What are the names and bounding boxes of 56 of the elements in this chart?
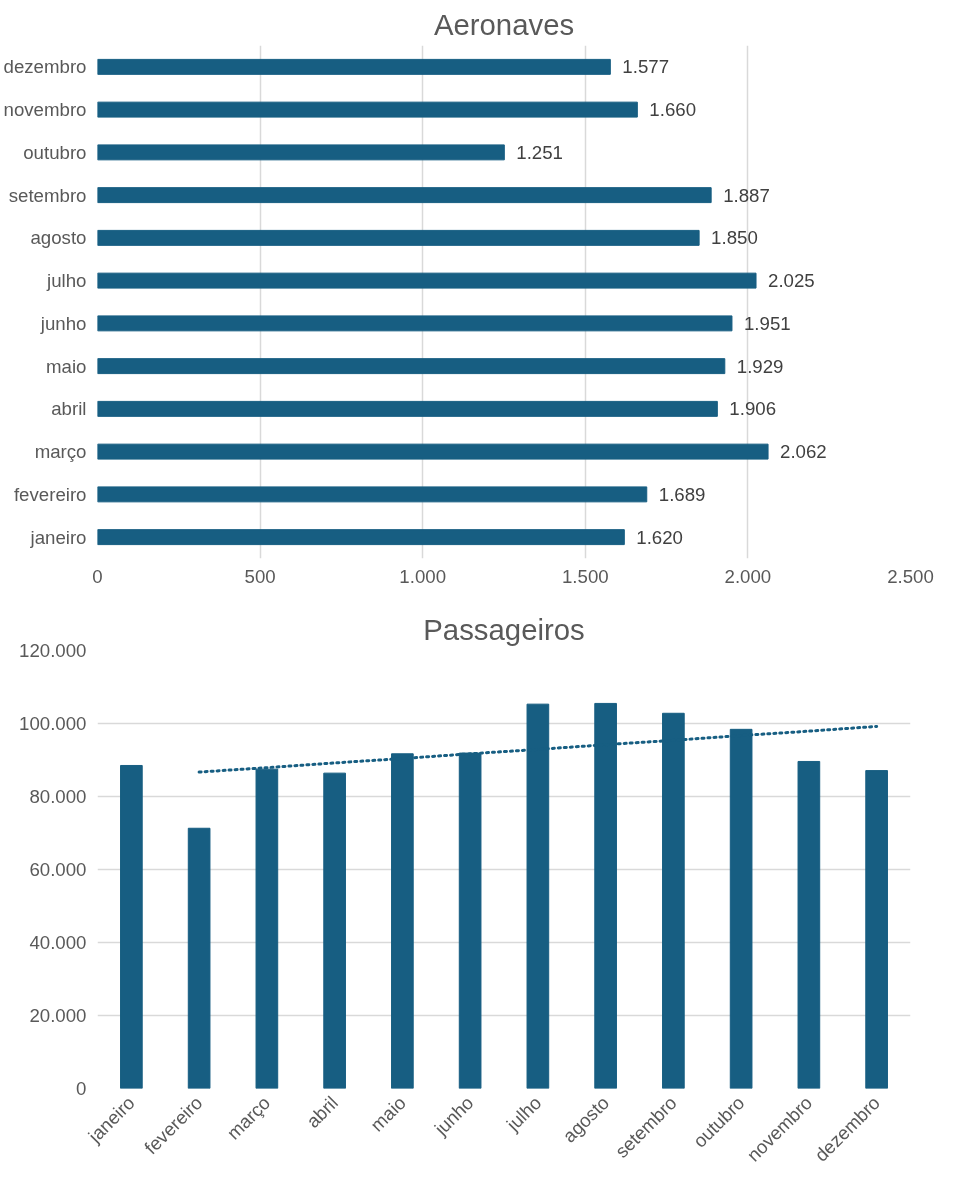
bar [97,443,769,460]
y-tick-label: 0 [76,1078,87,1099]
y-tick-label: 120.000 [19,640,87,661]
data-label: 1.577 [622,56,670,78]
y-tick-label: janeiro [29,526,87,548]
bar [97,315,733,332]
chart-title: Aeronaves [433,7,575,41]
y-tick-label: abril [51,398,87,420]
data-label: 1.689 [658,483,706,505]
y-tick-label: dezembro [3,56,87,78]
bar [865,770,888,1089]
y-tick-label: setembro [8,184,87,206]
bar [323,772,346,1089]
y-tick-label: março [34,441,87,463]
bar [797,760,821,1089]
data-label: 1.929 [736,355,784,377]
x-tick-label: 1.000 [399,565,447,587]
bar [97,187,712,204]
y-tick-label: 40.000 [29,932,87,953]
data-label: 1.850 [711,227,758,249]
chart-title: Passageiros [423,612,585,646]
y-tick-label: julho [46,270,87,292]
bar [97,358,726,375]
y-tick-label: 80.000 [29,786,87,807]
y-tick-label: 60.000 [29,859,87,880]
x-tick-label: 1.500 [561,565,609,587]
bar [120,764,143,1089]
x-tick-label: 2.500 [887,565,934,587]
bar [187,827,211,1089]
data-label: 2.025 [768,270,815,292]
bar [97,529,625,546]
y-tick-label: 20.000 [29,1005,87,1026]
bar [97,400,718,417]
y-tick-label: fevereiro [13,483,87,505]
bar [97,486,648,503]
bar [97,58,611,75]
data-label: 1.620 [636,526,684,548]
y-tick-label: junho [39,312,87,334]
data-label: 2.062 [780,441,827,463]
data-label: 1.660 [649,99,697,121]
y-tick-label: 100.000 [19,713,87,734]
y-tick-label: agosto [30,227,87,249]
bar [97,272,757,289]
data-label: 1.951 [743,312,791,334]
bar [97,101,638,118]
y-tick-label: outubro [23,141,87,163]
y-tick-label: maio [46,355,87,377]
data-label: 1.251 [516,141,564,163]
data-label: 1.906 [729,398,777,420]
bar [97,144,505,161]
x-tick-label: 2.000 [724,565,772,587]
data-label: 1.887 [723,184,770,206]
bar [97,229,700,246]
y-tick-label: novembro [3,99,87,121]
x-tick-label: 500 [244,565,276,587]
x-tick-label: 0 [92,565,103,587]
